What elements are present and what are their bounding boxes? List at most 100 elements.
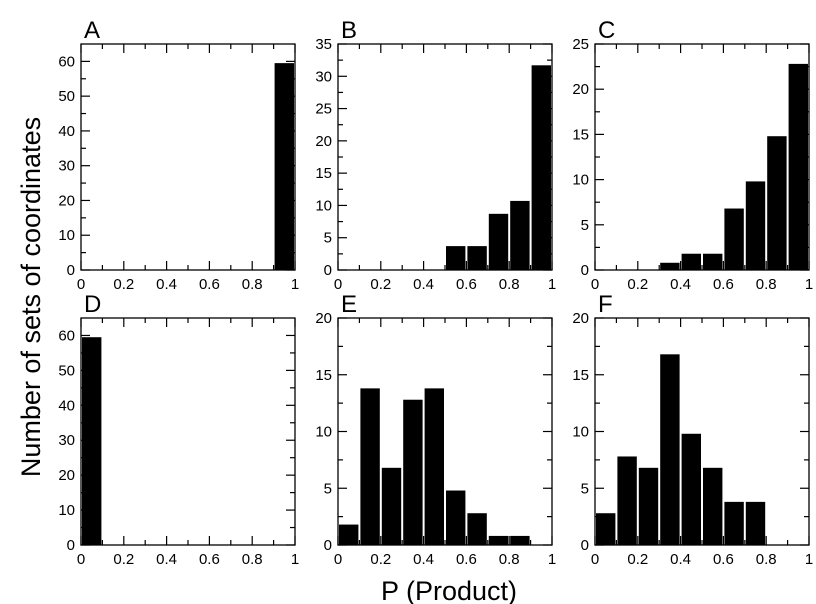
y-tick-label-e-3: 15 [315, 367, 332, 384]
x-tick-label-a-2: 0.4 [156, 276, 177, 293]
y-tick-label-c-2: 10 [572, 172, 589, 189]
bar-c-6 [767, 136, 786, 270]
y-tick-label-e-4: 20 [315, 310, 332, 327]
bar-a-1 [275, 63, 294, 270]
x-axis-label: P (Product) [381, 576, 517, 604]
bar-d-1 [82, 337, 101, 545]
bar-e-7 [467, 513, 486, 545]
y-tick-label-a-0: 0 [67, 262, 75, 279]
x-tick-label-a-5: 1 [291, 276, 299, 293]
y-tick-label-f-3: 15 [572, 367, 589, 384]
x-tick-label-e-5: 1 [548, 551, 556, 568]
panels-group: 00.20.40.60.810102030405060A00.20.40.60.… [58, 17, 813, 568]
x-tick-label-f-2: 0.4 [670, 551, 691, 568]
x-tick-label-b-1: 0.2 [370, 276, 391, 293]
bar-c-3 [703, 254, 722, 270]
y-tick-label-b-1: 5 [324, 230, 332, 247]
x-tick-label-f-5: 1 [805, 551, 813, 568]
panel-label-a: A [84, 17, 100, 44]
bar-f-1 [596, 513, 615, 545]
y-tick-label-a-1: 10 [58, 227, 75, 244]
y-tick-label-a-6: 60 [58, 53, 75, 70]
x-tick-label-f-0: 0 [591, 551, 599, 568]
x-tick-label-c-2: 0.4 [670, 276, 691, 293]
panel-label-d: D [84, 291, 101, 318]
panel-b: 00.20.40.60.8105101520253035B [315, 17, 556, 293]
bar-f-2 [617, 456, 636, 545]
bar-c-4 [724, 209, 743, 270]
bar-e-3 [382, 468, 401, 545]
y-tick-label-a-4: 40 [58, 123, 75, 140]
x-tick-label-c-3: 0.6 [713, 276, 734, 293]
y-tick-label-a-3: 30 [58, 158, 75, 175]
x-tick-label-e-1: 0.2 [370, 551, 391, 568]
bar-e-9 [510, 536, 529, 545]
x-tick-label-b-5: 1 [548, 276, 556, 293]
y-tick-label-d-3: 30 [58, 432, 75, 449]
bar-b-3 [489, 214, 508, 270]
panel-a: 00.20.40.60.810102030405060A [58, 17, 299, 293]
y-tick-label-d-4: 40 [58, 397, 75, 414]
y-tick-label-b-7: 35 [315, 36, 332, 53]
bar-f-8 [746, 502, 765, 545]
y-tick-label-f-1: 5 [581, 480, 589, 497]
y-tick-label-f-4: 20 [572, 310, 589, 327]
panel-f: 00.20.40.60.8105101520F [572, 291, 813, 568]
y-tick-label-a-2: 20 [58, 192, 75, 209]
y-tick-label-b-3: 15 [315, 165, 332, 182]
bar-f-3 [639, 468, 658, 545]
x-tick-label-c-1: 0.2 [627, 276, 648, 293]
y-tick-label-e-0: 0 [324, 537, 332, 554]
panel-c: 00.20.40.60.810510152025C [572, 17, 813, 293]
y-tick-label-a-5: 50 [58, 88, 75, 105]
x-tick-label-f-4: 0.8 [756, 551, 777, 568]
x-tick-label-e-2: 0.4 [413, 551, 434, 568]
panel-label-c: C [598, 17, 615, 44]
y-tick-label-d-6: 60 [58, 327, 75, 344]
bar-c-1 [660, 263, 679, 270]
x-tick-label-e-4: 0.8 [499, 551, 520, 568]
x-tick-label-d-4: 0.8 [242, 551, 263, 568]
bar-e-2 [360, 388, 379, 545]
x-tick-label-c-4: 0.8 [756, 276, 777, 293]
y-tick-label-c-4: 20 [572, 81, 589, 98]
bar-b-4 [510, 201, 529, 270]
x-tick-label-a-4: 0.8 [242, 276, 263, 293]
plot-frame-a [81, 44, 295, 270]
x-tick-label-f-1: 0.2 [627, 551, 648, 568]
y-tick-label-c-5: 25 [572, 36, 589, 53]
bar-b-1 [446, 246, 465, 270]
y-tick-label-b-5: 25 [315, 101, 332, 118]
y-tick-label-d-1: 10 [58, 502, 75, 519]
x-tick-label-a-3: 0.6 [199, 276, 220, 293]
x-tick-label-d-2: 0.4 [156, 551, 177, 568]
bar-b-5 [532, 65, 551, 270]
x-tick-label-d-5: 1 [291, 551, 299, 568]
bar-f-7 [724, 502, 743, 545]
bar-f-4 [660, 354, 679, 545]
bar-c-7 [789, 64, 808, 270]
bar-c-2 [682, 254, 701, 270]
bar-f-5 [682, 434, 701, 545]
x-tick-label-d-3: 0.6 [199, 551, 220, 568]
panel-d: 00.20.40.60.810102030405060D [58, 291, 299, 568]
y-tick-label-b-6: 30 [315, 68, 332, 85]
y-tick-label-c-0: 0 [581, 262, 589, 279]
y-tick-label-b-4: 20 [315, 133, 332, 150]
x-tick-label-e-0: 0 [334, 551, 342, 568]
panel-label-e: E [341, 291, 357, 318]
bar-e-8 [489, 536, 508, 545]
x-tick-label-e-3: 0.6 [456, 551, 477, 568]
panel-e: 00.20.40.60.8105101520E [315, 291, 556, 568]
x-tick-label-d-1: 0.2 [113, 551, 134, 568]
y-tick-label-e-2: 10 [315, 424, 332, 441]
y-tick-label-c-3: 15 [572, 126, 589, 143]
panel-label-b: B [341, 17, 357, 44]
y-tick-label-e-1: 5 [324, 480, 332, 497]
y-tick-label-b-2: 10 [315, 197, 332, 214]
bar-b-2 [467, 246, 486, 270]
x-tick-label-b-4: 0.8 [499, 276, 520, 293]
bar-e-4 [403, 400, 422, 545]
y-tick-label-f-0: 0 [581, 537, 589, 554]
